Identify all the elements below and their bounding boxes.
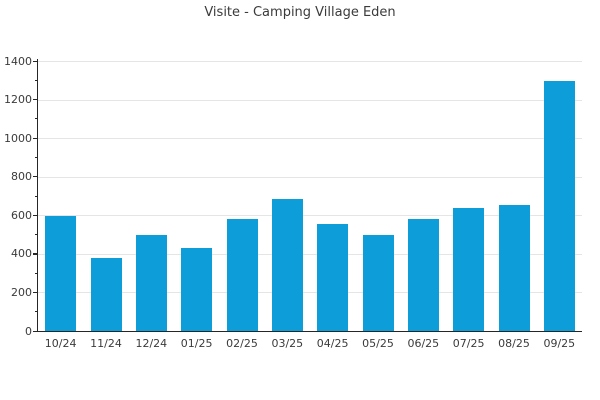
x-tick-label: 08/25 bbox=[498, 337, 530, 350]
bar bbox=[543, 81, 575, 331]
bar bbox=[453, 207, 485, 331]
bar bbox=[317, 223, 349, 331]
y-major-tick bbox=[33, 99, 38, 101]
y-tick-label: 1400 bbox=[4, 54, 32, 68]
bar bbox=[271, 198, 303, 331]
y-tick-label: 600 bbox=[11, 208, 32, 222]
y-tick-label: 1200 bbox=[4, 93, 32, 107]
gridline bbox=[38, 176, 582, 178]
y-minor-tick bbox=[35, 311, 38, 313]
y-major-tick bbox=[33, 253, 38, 255]
bar bbox=[45, 216, 77, 331]
bar bbox=[90, 257, 122, 331]
bar bbox=[226, 219, 258, 331]
x-tick-label: 05/25 bbox=[362, 337, 394, 350]
y-major-tick bbox=[33, 330, 38, 332]
y-tick-label: 400 bbox=[11, 247, 32, 261]
y-minor-tick bbox=[35, 234, 38, 236]
y-tick-label: 1000 bbox=[4, 131, 32, 145]
gridline bbox=[38, 292, 582, 294]
y-major-tick bbox=[33, 60, 38, 62]
x-tick-label: 01/25 bbox=[180, 337, 213, 350]
gridline bbox=[38, 61, 582, 62]
y-minor-tick bbox=[35, 118, 38, 120]
y-major-tick bbox=[33, 291, 38, 294]
x-axis bbox=[37, 330, 582, 332]
x-tick-label: 02/25 bbox=[226, 337, 258, 350]
x-tick-label: 06/25 bbox=[407, 337, 440, 350]
x-tick-label: 11/24 bbox=[90, 337, 122, 350]
x-tick-label: 09/25 bbox=[543, 337, 576, 350]
x-tick-label: 03/25 bbox=[271, 337, 304, 350]
y-tick-label: 0 bbox=[25, 324, 32, 338]
gridline bbox=[38, 138, 582, 140]
x-tick-label: 07/25 bbox=[452, 337, 485, 350]
y-major-tick bbox=[33, 137, 38, 139]
gridline bbox=[38, 99, 582, 101]
y-minor-tick bbox=[35, 156, 38, 158]
bar bbox=[135, 234, 167, 331]
bar bbox=[498, 204, 530, 331]
y-tick-label: 200 bbox=[11, 285, 32, 299]
bar bbox=[362, 234, 394, 331]
y-minor-tick bbox=[35, 195, 38, 197]
x-tick-label: 04/25 bbox=[316, 337, 349, 350]
y-minor-tick bbox=[35, 272, 38, 274]
y-major-tick bbox=[33, 176, 38, 178]
chart-title: Visite - Camping Village Eden bbox=[204, 5, 396, 20]
y-tick-label: 800 bbox=[11, 170, 32, 184]
gridline bbox=[38, 253, 582, 255]
bar bbox=[407, 219, 439, 331]
y-major-tick bbox=[33, 214, 38, 216]
plot-area bbox=[38, 61, 582, 331]
gridline bbox=[38, 215, 582, 217]
x-tick-label: 12/24 bbox=[135, 337, 168, 350]
y-minor-tick bbox=[35, 79, 38, 81]
bar bbox=[181, 248, 213, 331]
x-tick-label: 10/24 bbox=[44, 337, 77, 350]
